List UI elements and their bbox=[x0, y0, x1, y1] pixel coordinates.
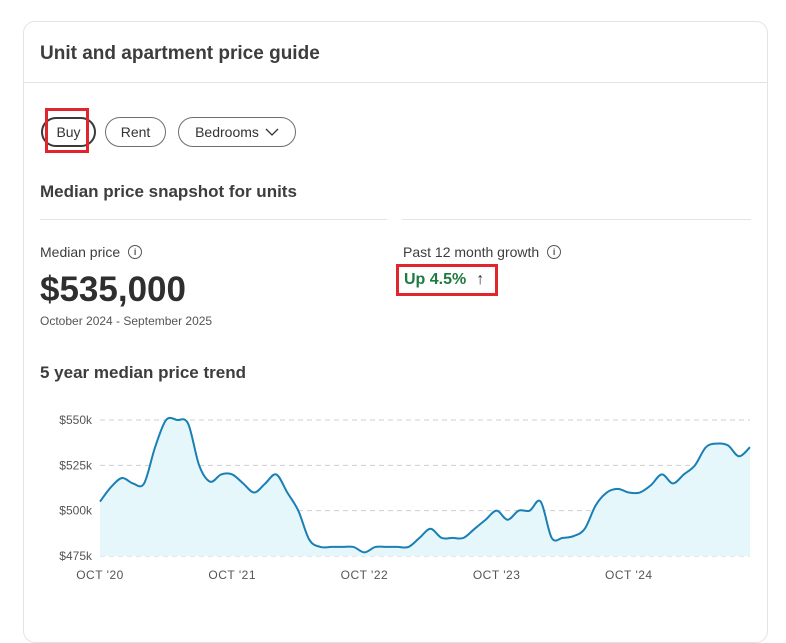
growth-label-text: Past 12 month growth bbox=[403, 244, 540, 260]
price-area bbox=[100, 417, 750, 556]
growth-value: Up 4.5% ↑ bbox=[404, 271, 484, 289]
y-tick-label: $500k bbox=[59, 504, 93, 518]
median-price-label-text: Median price bbox=[40, 244, 121, 260]
x-tick-label: OCT '20 bbox=[76, 568, 124, 582]
median-price-label: Median price i bbox=[40, 244, 143, 260]
trend-chart: $550k $525k $500k $475k OCT '20 OCT '21 OCT '2… bbox=[59, 413, 751, 582]
bedrooms-label: Bedrooms bbox=[195, 124, 259, 140]
y-tick-label: $475k bbox=[59, 549, 93, 563]
snapshot-divider-left bbox=[40, 219, 387, 220]
growth-label: Past 12 month growth i bbox=[403, 244, 562, 260]
growth-value-text: Up 4.5% bbox=[404, 271, 467, 288]
snapshot-divider-right bbox=[402, 219, 751, 220]
info-icon[interactable]: i bbox=[547, 245, 562, 259]
trend-title: 5 year median price trend bbox=[40, 363, 246, 382]
bedrooms-dropdown[interactable]: Bedrooms bbox=[178, 117, 296, 147]
snapshot-title: Median price snapshot for units bbox=[40, 182, 297, 201]
median-price-date-range: October 2024 - September 2025 bbox=[40, 314, 213, 328]
info-icon[interactable]: i bbox=[128, 245, 143, 259]
card-title: Unit and apartment price guide bbox=[40, 43, 320, 64]
x-tick-label: OCT '23 bbox=[473, 568, 521, 582]
chevron-down-icon bbox=[265, 128, 279, 136]
x-tick-label: OCT '21 bbox=[208, 568, 256, 582]
y-tick-label: $550k bbox=[59, 413, 93, 427]
median-price-value: $535,000 bbox=[40, 270, 186, 309]
x-tick-label: OCT '22 bbox=[341, 568, 389, 582]
header-divider bbox=[24, 82, 767, 83]
y-tick-label: $525k bbox=[59, 458, 93, 472]
x-tick-label: OCT '24 bbox=[605, 568, 653, 582]
price-line bbox=[99, 416, 751, 554]
rent-filter-button[interactable]: Rent bbox=[105, 117, 166, 147]
arrow-up-icon: ↑ bbox=[476, 271, 485, 288]
